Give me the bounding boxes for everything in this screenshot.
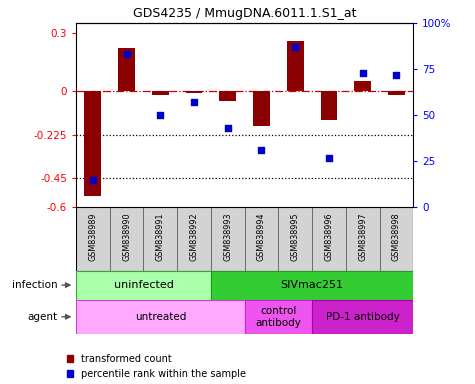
Text: GSM838991: GSM838991 [156,212,165,261]
Point [393,71,400,78]
Bar [321,91,337,120]
Point [123,51,130,58]
Text: GSM838995: GSM838995 [291,212,300,261]
Bar [85,91,101,196]
Text: untreated: untreated [134,312,186,322]
Bar [253,91,270,126]
Bar [152,91,169,95]
Bar [177,207,211,271]
Bar [312,207,346,271]
Title: GDS4235 / MmugDNA.6011.1.S1_at: GDS4235 / MmugDNA.6011.1.S1_at [133,7,356,20]
Point [292,44,299,50]
Text: control
antibody: control antibody [256,306,301,328]
Bar [211,207,245,271]
Point [190,99,198,105]
Text: agent: agent [28,312,57,322]
Bar [346,207,380,271]
Bar [76,271,211,300]
Point [359,70,367,76]
Text: GSM838990: GSM838990 [122,212,131,261]
Text: SIVmac251: SIVmac251 [281,280,343,290]
Point [325,154,332,161]
Bar [186,91,202,93]
Text: GSM838998: GSM838998 [392,212,401,261]
Bar [211,271,413,300]
Bar [354,81,371,91]
Text: GSM838993: GSM838993 [223,212,232,261]
Bar [287,40,304,91]
Bar [110,207,143,271]
Point [224,125,232,131]
Point [89,177,97,183]
Bar [76,300,245,334]
Bar [76,207,110,271]
Point [156,112,164,118]
Bar [312,300,413,334]
Point [257,147,265,153]
Bar [219,91,236,101]
Bar [245,300,312,334]
Text: PD-1 antibody: PD-1 antibody [326,312,399,322]
Text: infection: infection [12,280,57,290]
Bar [118,48,135,91]
Text: GSM838997: GSM838997 [358,212,367,261]
Text: GSM838989: GSM838989 [88,212,97,261]
Bar [143,207,177,271]
Bar [278,207,312,271]
Bar [380,207,413,271]
Bar [245,207,278,271]
Text: GSM838994: GSM838994 [257,212,266,261]
Text: GSM838996: GSM838996 [324,212,333,261]
Bar [388,91,405,95]
Text: GSM838992: GSM838992 [190,212,199,261]
Text: uninfected: uninfected [114,280,173,290]
Legend: transformed count, percentile rank within the sample: transformed count, percentile rank withi… [66,354,246,379]
